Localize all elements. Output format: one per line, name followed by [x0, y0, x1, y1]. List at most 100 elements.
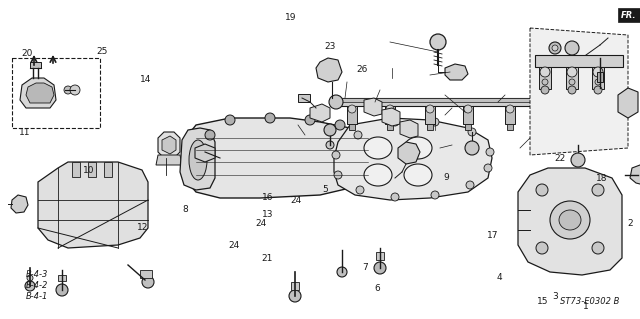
- Circle shape: [335, 120, 345, 130]
- Polygon shape: [195, 144, 215, 162]
- Polygon shape: [618, 88, 638, 118]
- Circle shape: [324, 124, 336, 136]
- Polygon shape: [180, 128, 215, 190]
- Bar: [140, 270, 152, 278]
- Circle shape: [205, 130, 215, 140]
- Circle shape: [464, 105, 472, 113]
- Bar: [104, 162, 112, 177]
- Bar: [566, 67, 578, 89]
- Circle shape: [536, 242, 548, 254]
- Text: 20: 20: [21, 49, 33, 58]
- Bar: [618, 8, 640, 22]
- Bar: [58, 275, 66, 281]
- Text: 1: 1: [583, 302, 588, 311]
- Circle shape: [431, 191, 439, 199]
- Bar: [600, 96, 618, 108]
- Circle shape: [56, 284, 68, 296]
- Ellipse shape: [364, 164, 392, 186]
- Circle shape: [25, 281, 35, 291]
- Circle shape: [386, 105, 394, 113]
- Ellipse shape: [550, 201, 590, 239]
- Text: 19: 19: [285, 13, 297, 22]
- Text: 7: 7: [362, 263, 367, 272]
- Text: 26: 26: [356, 65, 367, 74]
- Circle shape: [374, 262, 386, 274]
- Text: 12: 12: [137, 223, 148, 232]
- Circle shape: [567, 67, 577, 77]
- Polygon shape: [26, 83, 54, 103]
- Text: 4: 4: [497, 273, 502, 282]
- Bar: [505, 106, 515, 124]
- Polygon shape: [334, 118, 492, 200]
- Text: 24: 24: [255, 219, 267, 228]
- Polygon shape: [382, 108, 400, 126]
- Text: 17: 17: [487, 231, 499, 240]
- Polygon shape: [38, 162, 148, 248]
- Ellipse shape: [559, 210, 581, 230]
- Bar: [427, 124, 433, 130]
- Circle shape: [466, 181, 474, 189]
- Circle shape: [541, 86, 549, 94]
- Polygon shape: [156, 155, 182, 165]
- Bar: [465, 124, 471, 130]
- Text: 25: 25: [97, 47, 108, 56]
- Bar: [330, 98, 610, 102]
- Text: 16: 16: [262, 193, 273, 202]
- Circle shape: [326, 141, 334, 149]
- Circle shape: [595, 79, 601, 85]
- Text: 11: 11: [19, 128, 30, 137]
- Bar: [30, 62, 41, 68]
- Polygon shape: [398, 142, 420, 164]
- Text: 8: 8: [183, 205, 188, 214]
- Bar: [535, 55, 623, 67]
- Polygon shape: [20, 78, 56, 108]
- Circle shape: [571, 153, 585, 167]
- Circle shape: [225, 115, 235, 125]
- Circle shape: [337, 267, 347, 277]
- Bar: [376, 252, 384, 260]
- Circle shape: [426, 105, 434, 113]
- Circle shape: [430, 34, 446, 50]
- Text: FR.: FR.: [621, 11, 637, 19]
- Ellipse shape: [404, 164, 432, 186]
- Ellipse shape: [404, 137, 432, 159]
- Polygon shape: [445, 64, 468, 80]
- Text: 23: 23: [324, 42, 335, 51]
- Circle shape: [431, 118, 439, 126]
- Polygon shape: [158, 132, 180, 158]
- Circle shape: [568, 86, 576, 94]
- Text: 9: 9: [444, 173, 449, 182]
- Text: 2: 2: [628, 219, 633, 228]
- Bar: [425, 106, 435, 124]
- Polygon shape: [310, 104, 330, 122]
- Text: 15: 15: [537, 297, 548, 306]
- Circle shape: [465, 141, 479, 155]
- Circle shape: [593, 67, 603, 77]
- Bar: [463, 106, 473, 124]
- Bar: [387, 124, 393, 130]
- Text: 21: 21: [262, 254, 273, 263]
- Circle shape: [569, 79, 575, 85]
- Circle shape: [334, 171, 342, 179]
- Circle shape: [357, 135, 367, 145]
- Text: 18: 18: [596, 174, 607, 183]
- Circle shape: [332, 151, 340, 159]
- Bar: [88, 162, 96, 177]
- Circle shape: [565, 41, 579, 55]
- Circle shape: [64, 86, 72, 94]
- Circle shape: [542, 79, 548, 85]
- Text: 6: 6: [375, 284, 380, 293]
- Circle shape: [27, 275, 33, 281]
- Polygon shape: [11, 195, 28, 213]
- Polygon shape: [182, 118, 372, 198]
- Text: 24: 24: [228, 241, 239, 250]
- Circle shape: [592, 184, 604, 196]
- Text: 24: 24: [290, 196, 301, 205]
- Bar: [543, 106, 553, 124]
- Text: B-4-2: B-4-2: [26, 281, 48, 290]
- Bar: [298, 94, 310, 102]
- Bar: [545, 124, 551, 130]
- Polygon shape: [518, 168, 622, 275]
- Bar: [291, 282, 299, 290]
- Polygon shape: [162, 136, 176, 154]
